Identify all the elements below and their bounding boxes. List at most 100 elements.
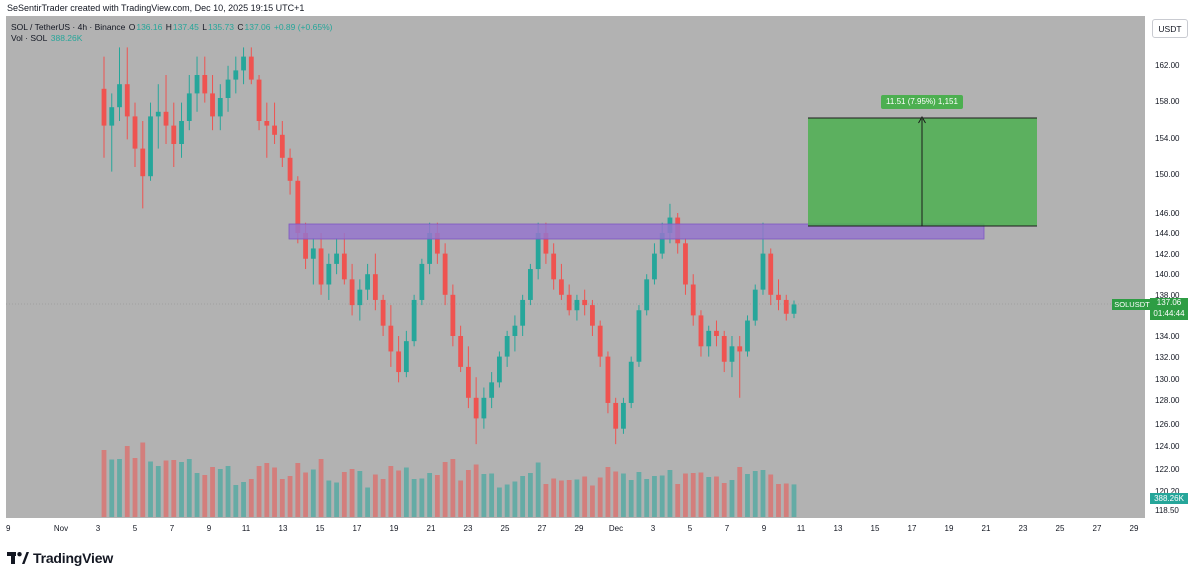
time-tick-label: 9	[6, 524, 11, 533]
volume-price-tag: 388.26K	[1150, 493, 1188, 504]
volume-label[interactable]: Vol · SOL	[11, 33, 48, 43]
price-tick-label: 126.00	[1155, 420, 1180, 429]
volume-bar	[737, 467, 743, 517]
candle-body	[628, 361, 634, 403]
volume-bar	[559, 480, 564, 517]
price-axis-background[interactable]	[1145, 16, 1193, 518]
volume-bar	[101, 450, 107, 517]
candle-body	[566, 294, 572, 311]
price-axis-ticks: 162.00 158.00 154.00 150.00 146.00 144.00 142.…	[1155, 61, 1180, 515]
open-value: 136.16	[136, 22, 163, 32]
candle-body	[248, 56, 254, 80]
volume-legend: Vol · SOL 388.26K	[11, 33, 83, 43]
time-tick-label: 19	[945, 524, 954, 533]
volume-bar	[442, 462, 448, 517]
change-value: +0.89 (+0.65%)	[273, 22, 333, 32]
candle-body	[279, 134, 285, 158]
candle-body	[760, 253, 766, 290]
volume-bar	[396, 470, 402, 517]
candle-body	[272, 125, 277, 135]
time-tick-label: 21	[982, 524, 991, 533]
volume-bar	[148, 461, 153, 517]
symbol-title[interactable]: SOL / TetherUS · 4h · Binance	[11, 22, 126, 32]
volume-bar	[613, 471, 619, 517]
candle-body	[241, 56, 246, 71]
time-tick-label: 3	[96, 524, 101, 533]
volume-bar	[109, 459, 115, 517]
candle-body	[202, 75, 208, 94]
volume-bar	[233, 485, 239, 517]
time-tick-label: Dec	[609, 524, 623, 533]
volume-bar	[341, 472, 347, 517]
candle-body	[496, 356, 502, 383]
volume-bar	[535, 462, 541, 517]
candle-body	[528, 269, 533, 300]
candle-body	[465, 366, 471, 398]
volume-bar	[388, 466, 394, 517]
volume-bar	[279, 479, 285, 517]
volume-bar	[186, 459, 192, 517]
candle-body	[372, 274, 378, 300]
candle-body	[318, 248, 324, 285]
volume-bar	[597, 477, 603, 517]
resistance-zone[interactable]	[288, 223, 985, 240]
bar-countdown: 01:44:44	[1153, 308, 1185, 318]
time-tick-label: 15	[871, 524, 880, 533]
price-tick-label: 118.50	[1155, 506, 1179, 515]
candle-body	[768, 253, 774, 295]
candle-body	[148, 116, 153, 177]
price-tick-label: 132.00	[1155, 353, 1180, 362]
time-axis-background[interactable]	[6, 518, 1193, 538]
time-tick-label: 5	[133, 524, 138, 533]
volume-bar	[365, 487, 370, 517]
candle-body	[326, 263, 332, 285]
current-price-tag: 137.06 01:44:44	[1150, 298, 1188, 320]
candle-body	[155, 111, 161, 117]
volume-bar	[419, 478, 425, 517]
volume-bar	[659, 475, 665, 517]
candle-body	[233, 70, 239, 80]
price-tick-label: 122.00	[1155, 465, 1180, 474]
time-tick-label: 9	[207, 524, 212, 533]
candle-body	[458, 336, 464, 367]
time-tick-label: 25	[1056, 524, 1065, 533]
candle-body	[365, 274, 370, 290]
candle-body	[403, 341, 409, 373]
volume-bar	[171, 460, 177, 517]
price-tick-label: 154.00	[1155, 134, 1180, 143]
time-tick-label: 7	[170, 524, 175, 533]
tradingview-brand[interactable]: TradingView	[7, 548, 113, 568]
candle-body	[341, 253, 347, 280]
currency-button[interactable]: USDT	[1152, 19, 1188, 38]
open-label: O	[128, 22, 136, 32]
candle-body	[551, 253, 557, 280]
volume-bar	[714, 476, 719, 517]
volume-bar	[403, 467, 409, 517]
time-tick-label: 3	[651, 524, 656, 533]
candle-body	[171, 125, 177, 144]
candle-body	[132, 116, 138, 149]
tradingview-logo-icon	[7, 552, 29, 564]
volume-bar	[326, 480, 332, 517]
candle-body	[396, 351, 402, 373]
current-price: 137.06	[1156, 298, 1182, 307]
candle-body	[543, 233, 549, 254]
time-tick-label: 29	[1130, 524, 1139, 533]
time-tick-label: 9	[762, 524, 767, 533]
time-tick-label: 27	[1093, 524, 1102, 533]
time-tick-label: 25	[501, 524, 510, 533]
volume-bar	[566, 480, 572, 517]
candle-body	[434, 233, 440, 254]
volume-bar	[210, 467, 215, 517]
volume-bar	[117, 459, 122, 517]
candle-body	[652, 253, 657, 280]
volume-bar	[582, 476, 588, 517]
volume-bar	[605, 467, 611, 517]
candle-body	[535, 233, 541, 270]
candle-body	[776, 294, 781, 300]
candle-body	[714, 330, 719, 336]
close-label: C	[237, 22, 244, 32]
volume-bar	[721, 483, 727, 517]
time-tick-label: Nov	[54, 524, 68, 533]
